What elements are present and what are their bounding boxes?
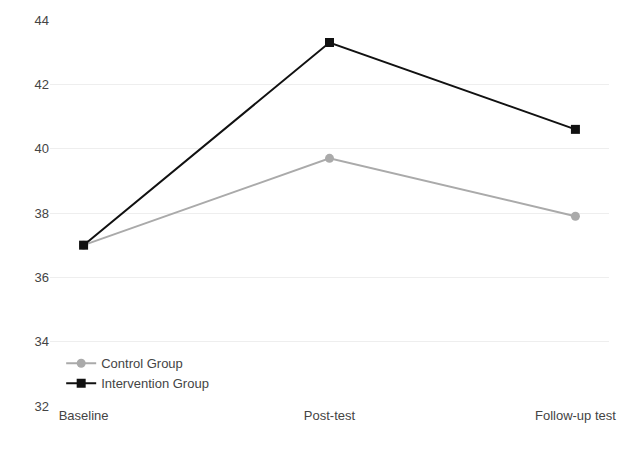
- svg-text:44: 44: [35, 13, 49, 28]
- svg-text:32: 32: [35, 399, 49, 414]
- svg-text:Intervention Group: Intervention Group: [101, 376, 209, 391]
- svg-text:Control Group: Control Group: [101, 356, 183, 371]
- svg-text:36: 36: [35, 270, 49, 285]
- svg-text:38: 38: [35, 206, 49, 221]
- svg-text:34: 34: [35, 334, 49, 349]
- svg-text:Baseline: Baseline: [59, 408, 109, 423]
- svg-text:40: 40: [35, 141, 49, 156]
- svg-text:42: 42: [35, 77, 49, 92]
- svg-text:Post-test: Post-test: [304, 408, 356, 423]
- svg-text:Follow-up test: Follow-up test: [535, 408, 616, 423]
